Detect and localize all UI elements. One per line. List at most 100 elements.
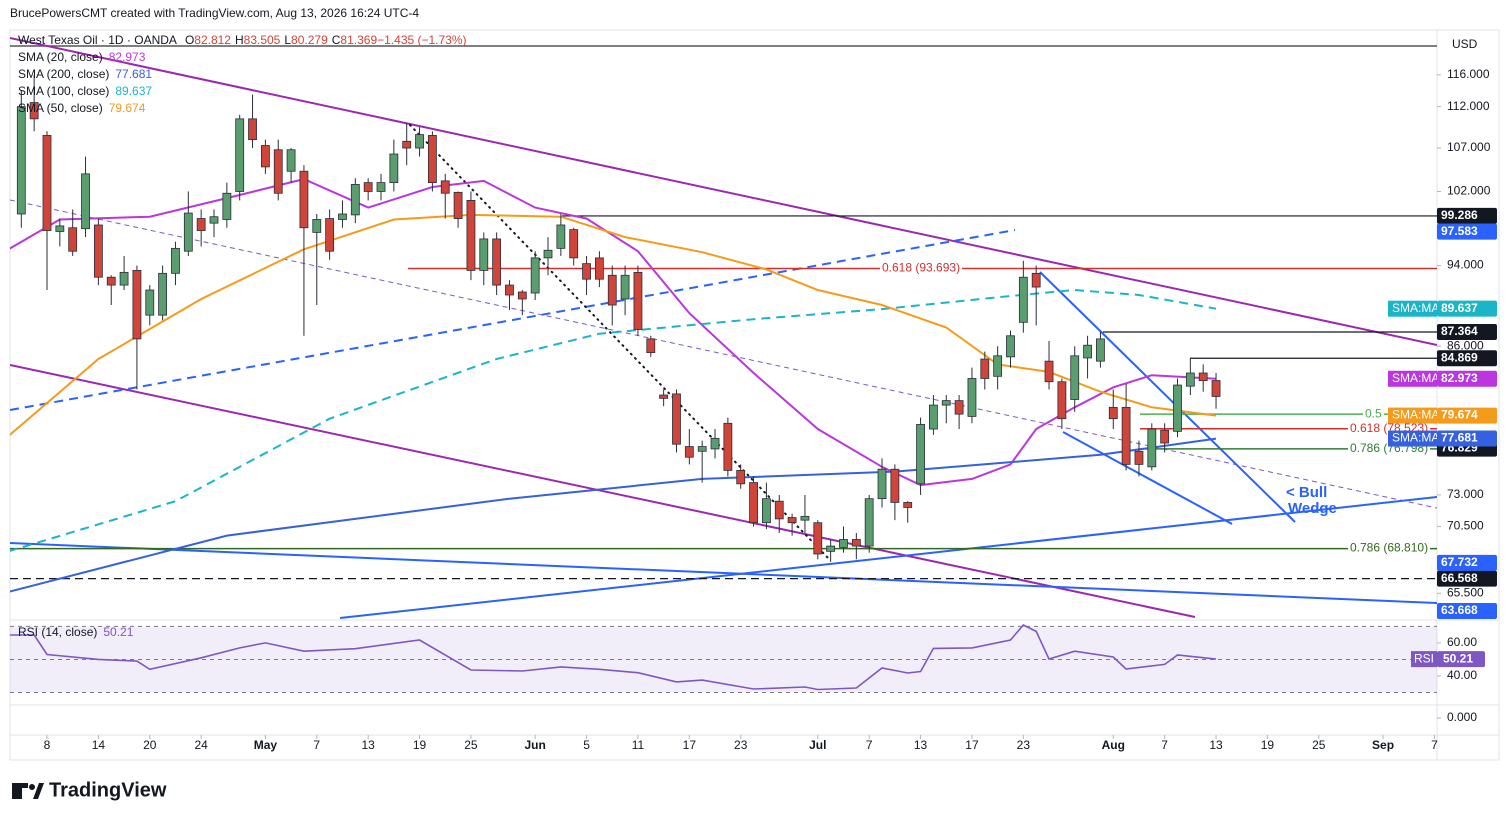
candle-body [620, 274, 630, 300]
level-label-bg [880, 260, 963, 275]
candle-body [93, 224, 103, 278]
level-price-label-box [1437, 350, 1497, 367]
sma-price-label-box [1437, 430, 1497, 447]
candle-body [132, 270, 142, 340]
level-price-label: 99.286 [1441, 208, 1478, 222]
logo: TradingView [12, 779, 167, 801]
candle-body [595, 257, 604, 280]
sma-legend-value: 82.973 [109, 50, 146, 64]
level-price-label: 84.869 [1441, 350, 1478, 364]
sma-tag-box [1388, 407, 1437, 424]
y-tick-label: 86.000 [1447, 338, 1484, 352]
y-tick-label: 102.000 [1447, 184, 1491, 198]
currency: USD [1452, 37, 1478, 51]
candle-body [81, 173, 90, 230]
sma-legend-value: 77.681 [115, 67, 152, 81]
sma-price-label-box [1437, 300, 1497, 317]
x-tick-label: Jun [524, 738, 545, 752]
candle-body [209, 216, 219, 224]
candle-body [954, 400, 964, 415]
rsi-legend-value: 50.21 [103, 625, 133, 639]
sma-legend-value: 89.637 [115, 84, 152, 98]
level-price-label: 66.568 [1441, 571, 1478, 585]
candle-body [993, 355, 1003, 377]
frame [9, 29, 1500, 761]
candle-body [607, 274, 617, 306]
legend-value: 83.505 [244, 33, 281, 47]
candle-body [1198, 372, 1208, 382]
candle-body [389, 153, 399, 184]
candle-body [697, 446, 707, 452]
trend-line [10, 199, 1437, 509]
trend-line [10, 364, 1196, 618]
wedge-line [1062, 431, 1233, 525]
candle-body [286, 149, 296, 172]
level-label: 0.786 (68.810) [1350, 541, 1428, 555]
legend-value: −1.435 (−1.73%) [377, 33, 466, 47]
candle-body [479, 238, 489, 271]
candle-body [440, 180, 450, 194]
level-price-label: 87.364 [1441, 324, 1478, 338]
sma-price-label-box [1437, 407, 1497, 424]
price-label: 97.583 [1441, 224, 1478, 238]
candle-body [749, 482, 758, 524]
candle-body [505, 284, 514, 296]
sma-tag-box [1388, 300, 1437, 317]
sma-legend-name: SMA (20, close) [18, 50, 103, 64]
candle-body [556, 224, 566, 249]
candle-body [1083, 344, 1092, 359]
price-label: 67.732 [1441, 555, 1478, 569]
legend-label: L [284, 33, 291, 47]
level-label: 0.5 [1365, 406, 1382, 420]
candle-body [1173, 384, 1182, 432]
lower-tick-label: 0.000 [1447, 710, 1477, 724]
x-tick-label: 17 [965, 738, 979, 752]
candle-body [1211, 380, 1221, 397]
sma-line [10, 288, 1217, 552]
candle-body [633, 271, 643, 330]
candle-body [980, 358, 990, 379]
candle-body [1018, 276, 1028, 323]
candle-body [941, 400, 951, 406]
level-label: 0.618 (93.693) [882, 261, 960, 275]
candle-body [916, 424, 925, 485]
candle-body [55, 225, 65, 232]
candle-body [800, 515, 810, 521]
candle-body [466, 200, 476, 271]
candle-body [145, 289, 155, 316]
candle-body [312, 219, 322, 233]
sma-legend-name: SMA (50, close) [18, 101, 103, 115]
candle-body [106, 276, 116, 286]
rsi-pane [10, 624, 1437, 693]
candle-body [29, 102, 39, 120]
rsi-legend: RSI (14, close) 50.21 [18, 625, 134, 639]
candle-body [427, 135, 437, 184]
candle-body [672, 393, 681, 445]
sma-price-label-box [1437, 370, 1497, 387]
candle-body [877, 468, 887, 500]
trend-line [10, 542, 1437, 604]
candle-body [543, 249, 553, 259]
sma-price-label: 82.973 [1441, 371, 1478, 385]
dotted-line [409, 124, 831, 561]
logo-icon [29, 784, 35, 790]
sma-tag: SMA:MA [1392, 371, 1439, 385]
x-tick-label: 13 [361, 738, 375, 752]
candle-body [350, 183, 360, 216]
sma-legend-value: 79.674 [109, 101, 146, 115]
level-price-label-box [1437, 323, 1497, 340]
sma-price-label: 79.674 [1441, 408, 1478, 422]
legend-symbol: West Texas Oil · 1D · OANDA [18, 33, 177, 47]
legend: West Texas Oil · 1D · OANDA O82.812 H83.50… [18, 33, 467, 47]
candle-body [260, 145, 270, 168]
candle-body [158, 272, 168, 316]
x-tick-label: Jul [809, 738, 826, 752]
candle-body [864, 498, 874, 547]
candle-body [813, 522, 823, 555]
x-tick-label: 8 [44, 738, 51, 752]
sma-legend: SMA (50, close) 79.674 [18, 101, 146, 115]
x-tick-label: 20 [143, 738, 157, 752]
x-tick-label: 11 [632, 738, 645, 752]
